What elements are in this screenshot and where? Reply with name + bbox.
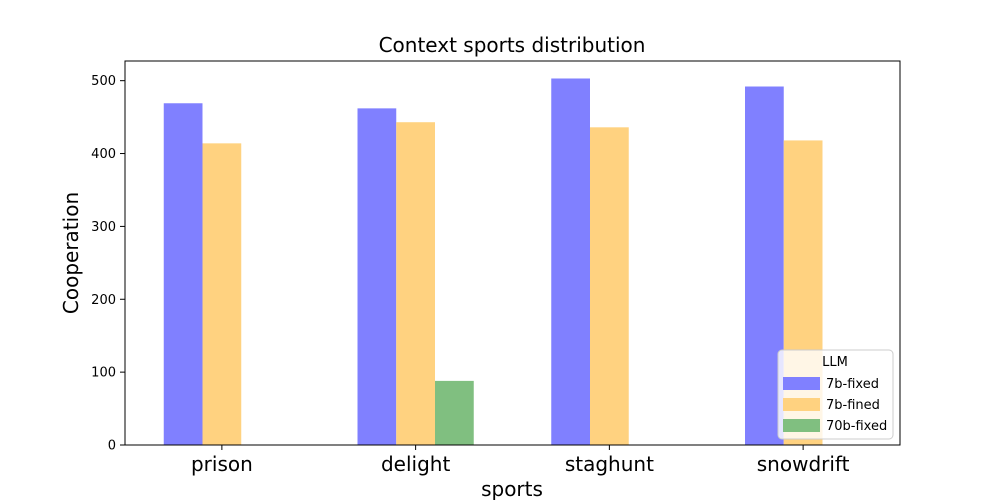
- x-tick-label: staghunt: [565, 452, 654, 476]
- x-tick-label: prison: [191, 452, 253, 476]
- bar-7b-fixed-snowdrift: [745, 86, 784, 445]
- bar-70b-fixed-delight: [435, 380, 474, 445]
- y-tick-label: 400: [91, 147, 116, 162]
- bar-7b-fixed-delight: [357, 108, 397, 446]
- y-axis: 0 100 200 300 400 500: [91, 74, 125, 454]
- x-tick-label: snowdrift: [757, 452, 850, 476]
- bar-7b-fined-prison: [202, 143, 242, 445]
- y-tick-label: 100: [91, 366, 116, 381]
- plot-area: [163, 78, 823, 446]
- y-tick-label: 300: [91, 220, 116, 235]
- bar-7b-fixed-prison: [163, 103, 203, 445]
- chart-title: Context sports distribution: [379, 33, 646, 57]
- y-axis-label: Cooperation: [59, 192, 83, 314]
- legend-swatch: [783, 419, 820, 432]
- bar-7b-fixed-staghunt: [551, 78, 590, 446]
- y-tick-label: 200: [91, 293, 116, 308]
- legend-swatch: [783, 398, 820, 411]
- legend-swatch: [783, 377, 820, 390]
- legend: LLM 7b-fixed 7b-fined 70b-fixed: [777, 349, 894, 440]
- legend-box: [777, 349, 894, 440]
- legend-label: 7b-fixed: [826, 377, 879, 392]
- x-axis: prison delight staghunt snowdrift: [191, 445, 850, 476]
- legend-title: LLM: [822, 355, 848, 370]
- y-tick-label: 0: [108, 439, 116, 454]
- x-axis-label: sports: [481, 477, 543, 500]
- y-tick-label: 500: [91, 74, 116, 89]
- plot-frame: [124, 60, 901, 446]
- legend-label: 70b-fixed: [826, 419, 887, 434]
- bar-7b-fined-delight: [396, 122, 435, 446]
- legend-label: 7b-fined: [826, 398, 880, 413]
- x-tick-label: delight: [381, 452, 450, 476]
- legend-entries: 7b-fixed 7b-fined 70b-fixed: [783, 377, 887, 434]
- bar-7b-fined-staghunt: [590, 127, 629, 445]
